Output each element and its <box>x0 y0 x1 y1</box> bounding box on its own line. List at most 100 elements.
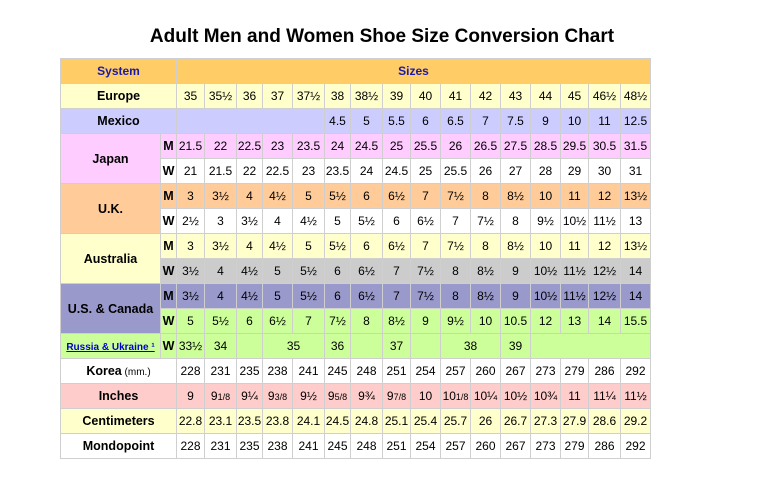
size-cell: 93/8 <box>262 383 293 409</box>
size-cell: 25 <box>410 158 441 184</box>
table-row: Centimeters 22.8 23.1 23.5 23.8 24.1 24.5 24.8 2… <box>60 408 651 434</box>
size-fraction: 3/8 <box>274 392 288 402</box>
size-cell: 26.5 <box>470 133 501 159</box>
size-cell: 6½ <box>410 208 441 234</box>
gender-marker: W <box>160 208 177 234</box>
size-cell: 27.9 <box>560 408 589 434</box>
size-cell: 28 <box>530 158 561 184</box>
size-cell: 34 <box>204 333 237 359</box>
size-cell: 3½ <box>236 208 263 234</box>
size-cell: 8½ <box>500 183 531 209</box>
size-cell: 38 <box>324 83 351 109</box>
size-cell: 4½ <box>262 183 293 209</box>
size-cell <box>176 108 325 134</box>
size-cell: 22 <box>204 133 237 159</box>
size-cell: 238 <box>262 358 293 384</box>
size-cell: 12½ <box>588 283 621 309</box>
size-cell: 38 <box>440 333 501 359</box>
size-cell: 95/8 <box>324 383 351 409</box>
size-cell: 5½ <box>292 258 325 284</box>
size-cell: 14 <box>620 283 651 309</box>
row-label: U.S. & Canada <box>60 283 161 334</box>
size-cell: 8 <box>470 233 501 259</box>
size-cell: 3½ <box>176 258 205 284</box>
size-cell: 12.5 <box>620 108 651 134</box>
russia-ukraine-link[interactable]: Russia & Ukraine ¹ <box>66 342 155 353</box>
size-cell: 33½ <box>176 333 205 359</box>
size-cell: 260 <box>470 433 501 459</box>
row-label[interactable]: Russia & Ukraine ¹ <box>60 333 161 359</box>
size-cell: 10¼ <box>470 383 501 409</box>
table-row: Mondopoint 228 231 235 238 241 245 248 251 254 257… <box>60 433 651 459</box>
size-cell: 251 <box>382 433 411 459</box>
table-row: W 21 21.5 22 22.5 23 23.5 24 24.5 25 25.5 26 27 28 29 3… <box>60 158 651 184</box>
system-header: System <box>60 58 177 84</box>
table-row: Europe 35 35½ 36 37 37½ 38 38½ 39 40 41 42 43 44 45 46½… <box>60 83 651 109</box>
size-cell: 8 <box>500 208 531 234</box>
size-cell: 26 <box>440 133 471 159</box>
size-cell: 24 <box>324 133 351 159</box>
table-row: Australia M 3 3½ 4 4½ 5 5½ 6 6½ 7 7½ 8 8½ 10 11 12 13½ <box>60 233 651 284</box>
size-cell: 44 <box>530 83 561 109</box>
size-cell: 35½ <box>204 83 237 109</box>
size-cell: 22.8 <box>176 408 205 434</box>
size-cell: 11 <box>560 233 589 259</box>
size-cell: 22.5 <box>236 133 263 159</box>
size-cell: 11 <box>560 183 589 209</box>
size-cell: 292 <box>620 433 651 459</box>
size-cell: 29 <box>560 158 589 184</box>
size-cell: 10½ <box>500 383 531 409</box>
size-cell: 30.5 <box>588 133 621 159</box>
row-label-text: Centimeters <box>82 414 155 428</box>
size-conversion-table: System Sizes Europe 35 35½ 36 37 37½ 38 38½ 39 40… <box>60 58 651 459</box>
size-cell: 35 <box>176 83 205 109</box>
size-cell: 27.3 <box>530 408 561 434</box>
table-row: U.K. M 3 3½ 4 4½ 5 5½ 6 6½ 7 7½ 8 8½ 10 11 12 13½ <box>60 183 651 234</box>
size-cell: 24.5 <box>382 158 411 184</box>
size-cell: 10 <box>530 233 561 259</box>
size-cell: 248 <box>350 433 383 459</box>
table-row: Japan M 21.5 22 22.5 23 23.5 24 24.5 25 25.5 26 26.5… <box>60 133 651 184</box>
size-cell: 15.5 <box>620 308 651 334</box>
header-row: System Sizes <box>60 58 651 84</box>
size-cell: 30 <box>588 158 621 184</box>
size-cell: 29.2 <box>620 408 651 434</box>
size-cell: 245 <box>324 358 351 384</box>
size-cell: 27 <box>500 158 531 184</box>
sizes-header: Sizes <box>176 58 651 84</box>
row-label: Mexico <box>60 108 177 134</box>
size-cell: 6 <box>324 258 351 284</box>
size-cell: 8 <box>440 258 471 284</box>
size-cell: 7½ <box>440 183 471 209</box>
size-whole: 9 <box>327 389 335 403</box>
size-cell: 24.1 <box>292 408 325 434</box>
size-cell: 5½ <box>324 233 351 259</box>
size-cell <box>410 333 441 359</box>
size-cell: 7½ <box>324 308 351 334</box>
size-cell: 48½ <box>620 83 651 109</box>
size-cell: 29.5 <box>560 133 589 159</box>
size-cell: 36 <box>324 333 351 359</box>
size-cell: 35 <box>262 333 325 359</box>
table-row: U.S. & Canada M 3½ 4 4½ 5 5½ 6 6½ 7 7½ 8 8½ 9 10½ 11½ 12… <box>60 283 651 334</box>
size-cell: 241 <box>292 358 325 384</box>
size-cell: 24.5 <box>324 408 351 434</box>
size-cell: 6 <box>236 308 263 334</box>
size-cell: 10 <box>470 308 501 334</box>
size-cell: 6½ <box>262 308 293 334</box>
size-cell: 238 <box>262 433 293 459</box>
gender-marker: M <box>160 233 177 259</box>
size-cell: 97/8 <box>382 383 411 409</box>
size-cell: 9¾ <box>350 383 383 409</box>
size-cell: 6 <box>350 233 383 259</box>
size-cell: 267 <box>500 433 531 459</box>
size-cell: 31.5 <box>620 133 651 159</box>
size-cell: 273 <box>530 433 561 459</box>
size-cell: 4½ <box>292 208 325 234</box>
size-cell: 6 <box>382 208 411 234</box>
size-cell: 23 <box>292 158 325 184</box>
size-cell: 26 <box>470 408 501 434</box>
table-row: Mexico 4.5 5 5.5 6 6.5 7 7.5 9 10 11 12.5 <box>60 108 651 134</box>
row-label-text: U.S. & Canada <box>67 301 154 316</box>
size-cell: 7 <box>382 258 411 284</box>
